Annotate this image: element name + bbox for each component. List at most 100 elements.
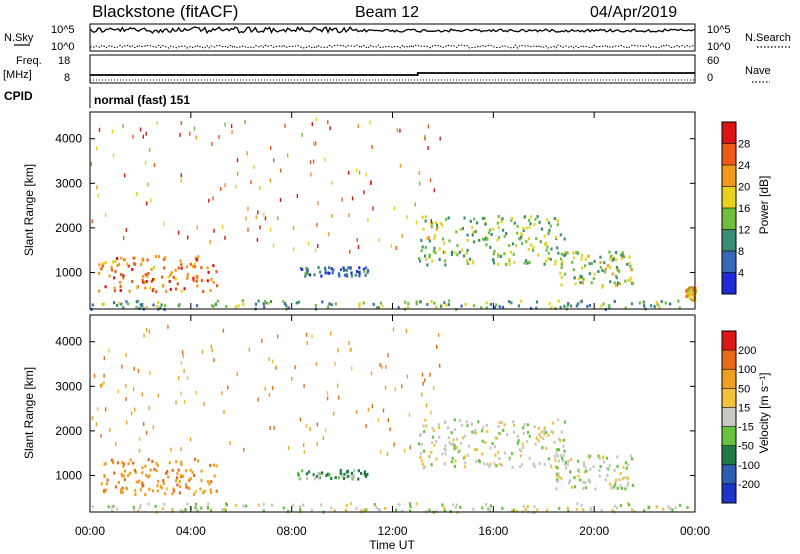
- data-cell: [561, 456, 564, 460]
- data-cell: [497, 252, 500, 256]
- data-cell: [225, 502, 228, 506]
- data-cell: [223, 410, 225, 415]
- data-cell: [343, 273, 346, 277]
- data-cell: [590, 281, 593, 285]
- data-cell: [191, 264, 195, 268]
- data-cell: [535, 237, 538, 241]
- data-cell: [486, 462, 489, 466]
- data-cell: [443, 301, 446, 305]
- data-cell: [202, 290, 205, 293]
- data-cell: [619, 484, 622, 488]
- data-cell: [444, 444, 447, 448]
- data-cell: [604, 267, 608, 271]
- data-cell: [148, 474, 151, 478]
- data-cell: [443, 259, 447, 263]
- data-cell: [560, 266, 563, 270]
- data-cell: [247, 206, 249, 211]
- data-cell: [327, 120, 329, 125]
- data-cell: [454, 459, 457, 463]
- data-cell: [689, 290, 692, 294]
- data-cell: [465, 420, 468, 424]
- data-cell: [545, 248, 548, 252]
- data-cell: [631, 508, 634, 512]
- data-cell: [337, 272, 340, 276]
- data-cell: [580, 275, 583, 279]
- data-cell: [177, 266, 180, 270]
- data-cell: [589, 454, 592, 458]
- data-cell: [508, 300, 511, 304]
- data-cell: [563, 253, 566, 257]
- data-cell: [351, 477, 354, 481]
- data-cell: [399, 128, 401, 133]
- freq-tick-high: 18: [58, 55, 70, 67]
- data-cell: [614, 274, 618, 278]
- data-cell: [305, 332, 308, 337]
- data-cell: [172, 487, 175, 491]
- colorbar-tick-label: 4: [738, 268, 744, 280]
- data-cell: [370, 181, 372, 186]
- data-cell: [572, 256, 576, 260]
- data-cell: [538, 220, 541, 224]
- data-cell: [377, 306, 380, 310]
- data-cell: [498, 421, 501, 425]
- data-cell: [467, 444, 470, 448]
- data-cell: [582, 461, 585, 465]
- data-cell: [350, 471, 353, 475]
- data-cell: [592, 277, 595, 281]
- data-cell: [165, 289, 168, 293]
- data-cell: [340, 472, 343, 476]
- data-cell: [453, 444, 456, 448]
- data-cell: [460, 248, 464, 252]
- data-cell: [573, 485, 577, 489]
- data-cell: [534, 442, 537, 446]
- data-cell: [558, 506, 561, 510]
- data-cell: [179, 259, 182, 263]
- data-cell: [157, 301, 160, 304]
- data-cell: [438, 257, 441, 261]
- colorbar-tick-label: -100: [738, 460, 760, 472]
- velocity-colorbar-label: Velocity [m s⁻¹]: [757, 372, 771, 453]
- data-cell: [438, 425, 441, 429]
- data-cell: [428, 508, 431, 512]
- data-cell: [144, 464, 147, 468]
- data-cell: [553, 440, 556, 444]
- data-cell: [435, 227, 438, 232]
- data-cell: [419, 455, 422, 459]
- data-cell: [177, 468, 180, 472]
- data-cell: [525, 259, 528, 263]
- colorbar-swatch: [722, 165, 736, 187]
- data-cell: [630, 302, 634, 306]
- data-cell: [183, 287, 186, 291]
- data-cell: [437, 332, 440, 337]
- data-cell: [162, 479, 165, 483]
- data-cell: [563, 449, 566, 453]
- data-cell: [489, 245, 492, 249]
- data-cell: [521, 442, 524, 446]
- data-cell: [497, 450, 500, 454]
- data-cell: [466, 248, 469, 252]
- data-cell: [445, 217, 448, 221]
- data-cell: [560, 430, 563, 434]
- data-cell: [330, 506, 333, 510]
- data-cell: [690, 298, 693, 302]
- data-cell: [325, 474, 328, 477]
- colorbar-tick-label: 50: [738, 383, 750, 395]
- data-cell: [407, 302, 410, 306]
- data-cell: [450, 442, 453, 446]
- data-cell: [134, 493, 137, 496]
- data-cell: [133, 387, 135, 392]
- data-cell: [297, 300, 300, 304]
- data-cell: [195, 279, 198, 283]
- data-cell: [433, 237, 436, 241]
- colorbar-tick-label: -200: [738, 479, 760, 491]
- data-cell: [516, 441, 519, 445]
- data-cell: [417, 442, 420, 446]
- data-cell: [314, 474, 317, 478]
- data-cell: [363, 269, 366, 273]
- data-cell: [273, 425, 275, 430]
- data-cell: [655, 301, 658, 305]
- data-cell: [328, 266, 331, 270]
- data-cell: [216, 284, 219, 288]
- data-cell: [498, 305, 501, 309]
- data-cell: [356, 237, 358, 242]
